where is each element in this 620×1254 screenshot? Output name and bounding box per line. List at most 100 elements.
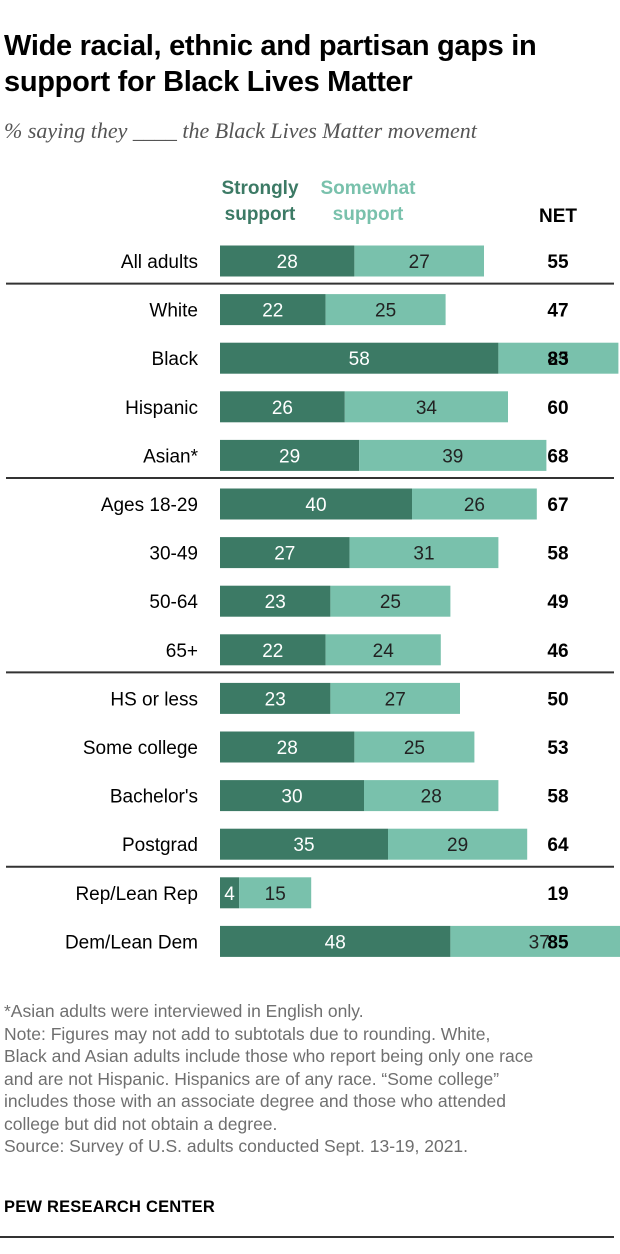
label-strongly-support: 40 [305, 495, 326, 516]
label-strongly-support: 4 [224, 884, 235, 905]
net-value: 67 [547, 495, 568, 516]
note-line: *Asian adults were interviewed in Englis… [4, 1001, 364, 1021]
label-somewhat-support: 25 [375, 301, 396, 322]
label-strongly-support: 35 [293, 835, 314, 856]
footer-rule [0, 1236, 614, 1238]
label-strongly-support: 30 [281, 787, 302, 808]
net-value: 68 [547, 446, 568, 467]
label-somewhat-support: 28 [421, 787, 442, 808]
bar-strongly-support [220, 488, 412, 520]
label-somewhat-support: 27 [385, 689, 406, 710]
row-label: 30-49 [149, 544, 198, 565]
bar-strongly-support [220, 682, 331, 714]
label-somewhat-support: 31 [413, 544, 434, 565]
bar-strongly-support [220, 828, 388, 860]
label-strongly-support: 28 [277, 738, 298, 759]
bar-strongly-support [220, 245, 355, 277]
bar-somewhat-support [330, 585, 451, 617]
label-strongly-support: 58 [349, 349, 370, 370]
bar-somewhat-support [364, 780, 499, 812]
bar-strongly-support [220, 925, 451, 957]
bar-strongly-support [220, 391, 345, 423]
row-label: Dem/Lean Dem [65, 932, 198, 953]
label-somewhat-support: 25 [404, 738, 425, 759]
note-line: Note: Figures may not add to subtotals d… [4, 1023, 491, 1044]
source-line: Source: Survey of U.S. adults conducted … [4, 1136, 469, 1156]
net-header: NET [539, 206, 577, 227]
bar-somewhat-support [239, 877, 312, 909]
bar-strongly-support [220, 439, 360, 471]
row-label: Postgrad [122, 835, 198, 856]
bar-somewhat-support [450, 925, 620, 957]
label-strongly-support: 23 [265, 592, 286, 613]
label-strongly-support: 48 [325, 932, 346, 953]
label-somewhat-support: 26 [464, 495, 485, 516]
row-label: Some college [83, 738, 198, 759]
bar-strongly-support [220, 877, 240, 909]
row-label: HS or less [110, 689, 198, 710]
bar-strongly-support [220, 731, 355, 763]
legend-strongly-support: Strongly support [221, 178, 298, 225]
notes-block: *Asian adults were interviewed in Englis… [4, 1000, 616, 1158]
chart-title: Wide racial, ethnic and partisan gaps in… [4, 30, 537, 98]
net-value: 49 [547, 592, 568, 613]
label-strongly-support: 29 [279, 446, 300, 467]
bar-somewhat-support [412, 488, 537, 520]
bar-somewhat-support [325, 634, 441, 666]
label-somewhat-support: 15 [265, 884, 286, 905]
label-somewhat-support: 27 [409, 252, 430, 273]
stacked-bar-chart: Strongly support Somewhat support NET All adu… [6, 178, 620, 957]
bar-strongly-support [220, 780, 364, 812]
row-label: Black [152, 349, 199, 370]
label-strongly-support: 22 [262, 641, 283, 662]
row-label: Ages 18-29 [101, 495, 198, 516]
bar-somewhat-support [344, 391, 508, 423]
net-value: 50 [547, 689, 568, 710]
label-somewhat-support: 37 [529, 932, 550, 953]
label-somewhat-support: 29 [447, 835, 468, 856]
row-label: Hispanic [125, 398, 198, 419]
net-value: 19 [547, 884, 568, 905]
net-value: 46 [547, 641, 568, 662]
brand-name: PEW RESEARCH CENTER [4, 1198, 215, 1216]
net-value: 58 [547, 544, 568, 565]
label-strongly-support: 27 [274, 544, 295, 565]
bar-strongly-support [220, 585, 331, 617]
net-value: 64 [547, 835, 569, 856]
bar-somewhat-support [330, 682, 460, 714]
net-value: 85 [547, 932, 569, 953]
label-strongly-support: 26 [272, 398, 293, 419]
bar-strongly-support [220, 342, 499, 374]
row-label: All adults [121, 252, 198, 273]
label-somewhat-support: 34 [416, 398, 438, 419]
label-strongly-support: 22 [262, 301, 283, 322]
bar-strongly-support [220, 634, 326, 666]
row-label: 50-64 [149, 592, 198, 613]
label-somewhat-support: 25 [548, 349, 569, 370]
bar-somewhat-support [359, 439, 547, 471]
legend-somewhat-support: Somewhat support [320, 178, 416, 225]
net-value: 47 [547, 301, 568, 322]
net-value: 83 [547, 349, 568, 370]
row-label: White [149, 301, 198, 322]
net-value: 53 [547, 738, 568, 759]
net-value: 55 [547, 252, 569, 273]
net-value: 60 [547, 398, 568, 419]
label-strongly-support: 23 [265, 689, 286, 710]
bar-somewhat-support [498, 342, 619, 374]
note-line: and are not Hispanic. Hispanics are of a… [4, 1068, 500, 1089]
row-label: 65+ [166, 641, 198, 662]
bar-strongly-support [220, 537, 350, 569]
bar-somewhat-support [388, 828, 528, 860]
bar-somewhat-support [349, 537, 499, 569]
label-somewhat-support: 39 [442, 446, 463, 467]
row-label: Asian* [143, 446, 199, 467]
note-line: Black and Asian adults include those who… [4, 1046, 534, 1066]
bar-somewhat-support [354, 731, 475, 763]
label-somewhat-support: 24 [373, 641, 395, 662]
net-value: 58 [547, 787, 568, 808]
row-label: Rep/Lean Rep [75, 884, 198, 905]
chart-subtitle: % saying they ____ the Black Lives Matte… [4, 118, 477, 143]
label-strongly-support: 28 [277, 252, 298, 273]
row-label: Bachelor's [110, 787, 198, 808]
